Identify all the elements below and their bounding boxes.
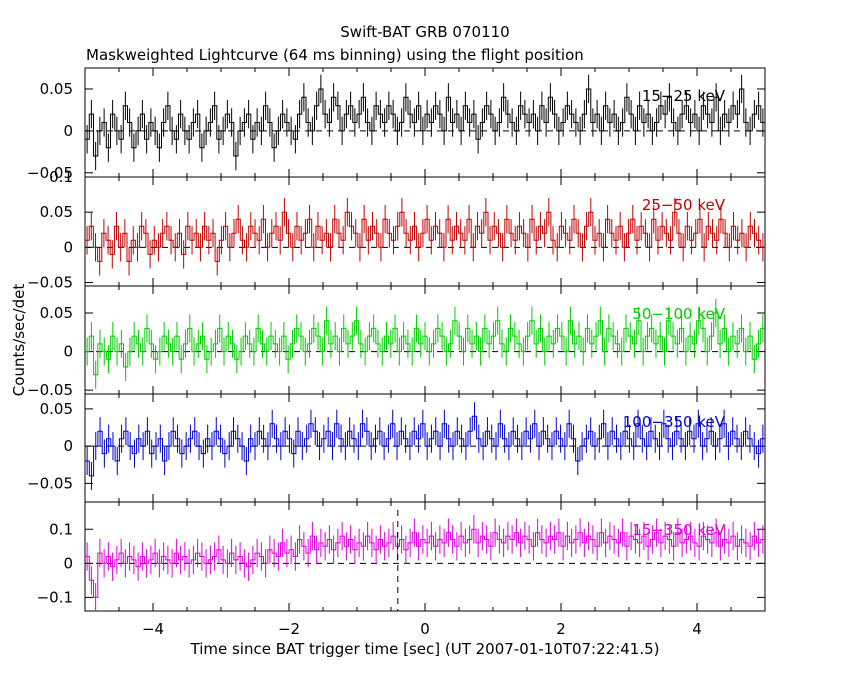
y-tick-label: 0 bbox=[63, 238, 73, 256]
y-tick-label: 0 bbox=[63, 437, 73, 455]
x-tick-label: 2 bbox=[556, 620, 566, 638]
y-tick-label: 0.05 bbox=[40, 304, 73, 322]
y-tick-label: 0 bbox=[63, 343, 73, 361]
y-tick-label: −0.1 bbox=[37, 588, 73, 606]
y-tick-label: −0.05 bbox=[27, 474, 73, 492]
y-tick-label: 0.1 bbox=[49, 520, 73, 538]
series-line-15-350-kev bbox=[85, 528, 765, 598]
x-axis-label: Time since BAT trigger time [sec] (UT 20… bbox=[190, 640, 660, 658]
y-tick-label: 0.1 bbox=[49, 168, 73, 186]
y-tick-label: 0 bbox=[63, 554, 73, 572]
y-tick-label: 0 bbox=[63, 122, 73, 140]
series-line-15-25-kev bbox=[85, 88, 765, 157]
x-tick-label: −2 bbox=[278, 620, 300, 638]
band-label-15-350-kev: 15−350 keV bbox=[632, 521, 725, 539]
panel-frame-100-350-kev bbox=[84, 393, 766, 503]
series-line-25-50-kev bbox=[85, 211, 765, 262]
band-label-50-100-kev: 50−100 keV bbox=[632, 305, 725, 323]
y-tick-label: −0.05 bbox=[27, 164, 73, 182]
band-label-100-350-kev: 100−350 keV bbox=[623, 413, 726, 431]
band-label-15-25-kev: 15−25 keV bbox=[642, 87, 726, 105]
y-tick-label: −0.05 bbox=[27, 381, 73, 399]
band-label-25-50-kev: 25−50 keV bbox=[642, 196, 726, 214]
chart-subtitle: Maskweighted Lightcurve (64 ms binning) … bbox=[86, 46, 584, 64]
y-axis-label: Counts/sec/det bbox=[10, 284, 28, 397]
x-tick-label: −4 bbox=[142, 620, 164, 638]
x-tick-label: 0 bbox=[420, 620, 430, 638]
panels-group: −0.05 0 0.05 15−25 keV −0.05 0 0.05 0.1 25−50 ke… bbox=[27, 67, 766, 638]
y-tick-label: −0.05 bbox=[27, 273, 73, 291]
y-tick-label: 0.05 bbox=[40, 80, 73, 98]
y-tick-label: 0.05 bbox=[40, 203, 73, 221]
y-tick-label: 0.05 bbox=[40, 400, 73, 418]
x-tick-label: 4 bbox=[692, 620, 702, 638]
chart-title: Swift-BAT GRB 070110 bbox=[340, 23, 509, 41]
